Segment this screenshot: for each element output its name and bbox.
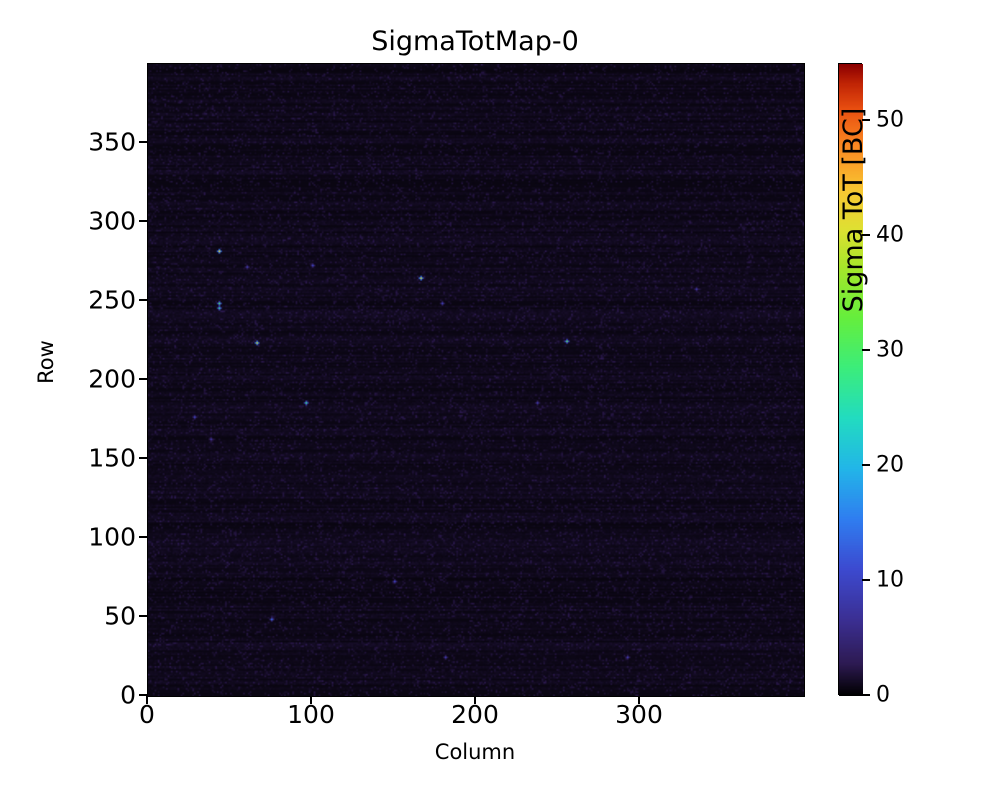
colorbar-tick-5: 50 — [876, 107, 904, 133]
colorbar-tickmark-4 — [862, 234, 870, 237]
colorbar-tick-3: 30 — [876, 337, 904, 363]
colorbar-tickmark-1 — [862, 579, 870, 582]
colorbar-gradient-image — [839, 64, 863, 696]
colorbar-tickmark-0 — [862, 694, 870, 696]
x-axis-tickmark-3 — [638, 696, 640, 704]
y-axis-label: Row — [34, 340, 58, 384]
colorbar-tickmark-5 — [862, 119, 870, 122]
y-axis-tickmark-4 — [139, 378, 147, 380]
y-axis-tick-4: 200 — [88, 364, 136, 394]
x-axis-label: Column — [434, 740, 516, 764]
y-axis-tick-7: 350 — [88, 127, 136, 157]
x-axis-tick-0: 0 — [139, 700, 155, 729]
y-axis-tick-0: 0 — [120, 680, 136, 710]
x-axis-tickmark-1 — [310, 696, 312, 704]
colorbar-tick-0: 0 — [876, 682, 890, 708]
y-axis-tick-3: 150 — [88, 443, 136, 473]
colorbar-tick-1: 10 — [876, 567, 904, 593]
y-axis-tick-labels: 0 50 100 150 200 250 300 350 — [0, 63, 136, 710]
y-axis-tick-5: 250 — [88, 285, 136, 315]
x-axis-tickmark-2 — [474, 696, 476, 704]
colorbar-tick-4: 40 — [876, 222, 904, 248]
heatmap-image — [148, 64, 804, 696]
x-axis-tickmark-0 — [146, 696, 148, 704]
colorbar-tick-2: 20 — [876, 452, 904, 478]
colorbar-tickmark-3 — [862, 349, 870, 352]
x-axis-tick-3: 300 — [615, 700, 663, 729]
y-axis-tick-1: 50 — [104, 601, 136, 631]
chart-title: SigmaTotMap-0 — [371, 26, 579, 57]
x-axis-tick-labels: 0 100 200 300 — [139, 700, 803, 740]
colorbar-tickmark-2 — [862, 464, 870, 467]
heatmap-plot-area — [147, 63, 805, 697]
x-axis-tick-1: 100 — [287, 700, 335, 729]
y-axis-tickmark-7 — [139, 141, 147, 143]
y-axis-tickmark-3 — [139, 457, 147, 459]
y-axis-tickmark-5 — [139, 299, 147, 301]
colorbar — [838, 63, 863, 696]
y-axis-tickmark-2 — [139, 536, 147, 538]
colorbar-label: Sigma ToT [BC] — [838, 107, 869, 313]
x-axis-tick-2: 200 — [451, 700, 499, 729]
y-axis-tickmark-1 — [139, 615, 147, 617]
y-axis-tickmark-0 — [139, 694, 147, 696]
y-axis-tickmark-6 — [139, 220, 147, 222]
y-axis-tick-2: 100 — [88, 522, 136, 552]
y-axis-tick-6: 300 — [88, 206, 136, 236]
colorbar-gradient — [838, 63, 863, 696]
